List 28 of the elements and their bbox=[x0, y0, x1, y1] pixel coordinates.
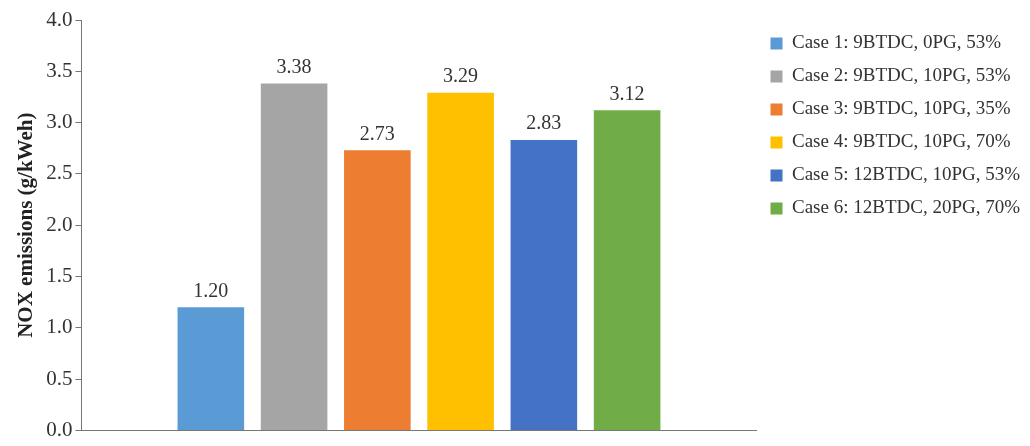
bar bbox=[344, 150, 411, 430]
data-label: 3.38 bbox=[276, 54, 312, 77]
bar bbox=[593, 110, 661, 430]
y-tick-label: 3.0 bbox=[46, 109, 73, 134]
y-tick-label: 2.5 bbox=[46, 160, 73, 185]
legend-label: Case 6: 12BTDC, 20PG, 70% bbox=[792, 196, 1021, 218]
legend-label: Case 2: 9BTDC, 10PG, 53% bbox=[792, 64, 1011, 86]
bar bbox=[427, 92, 494, 430]
y-tick-label: 0.5 bbox=[46, 365, 73, 390]
legend-label: Case 1: 9BTDC, 0PG, 53% bbox=[792, 31, 1002, 53]
bar bbox=[260, 83, 328, 430]
legend-label: Case 4: 9BTDC, 10PG, 70% bbox=[792, 130, 1011, 152]
y-tick-label: 2.0 bbox=[46, 211, 73, 236]
data-label: 3.12 bbox=[609, 81, 645, 104]
y-tick-label: 3.5 bbox=[46, 57, 73, 82]
y-tick-label: 0.0 bbox=[46, 416, 73, 441]
y-tick-label: 1.5 bbox=[46, 263, 73, 288]
legend-label: Case 5: 12BTDC, 10PG, 53% bbox=[792, 163, 1021, 185]
data-label: 2.73 bbox=[359, 121, 395, 144]
legend-label: Case 3: 9BTDC, 10PG, 35% bbox=[792, 97, 1011, 119]
y-axis-title: NOX emissions (g/kWeh) bbox=[13, 112, 38, 338]
y-tick-label: 4.0 bbox=[46, 6, 73, 31]
data-label: 3.29 bbox=[443, 64, 479, 87]
y-tick-label: 1.0 bbox=[46, 314, 73, 339]
data-label: 1.20 bbox=[193, 278, 229, 301]
data-label: 2.83 bbox=[526, 111, 562, 134]
bar bbox=[510, 140, 578, 430]
bar bbox=[177, 307, 245, 430]
